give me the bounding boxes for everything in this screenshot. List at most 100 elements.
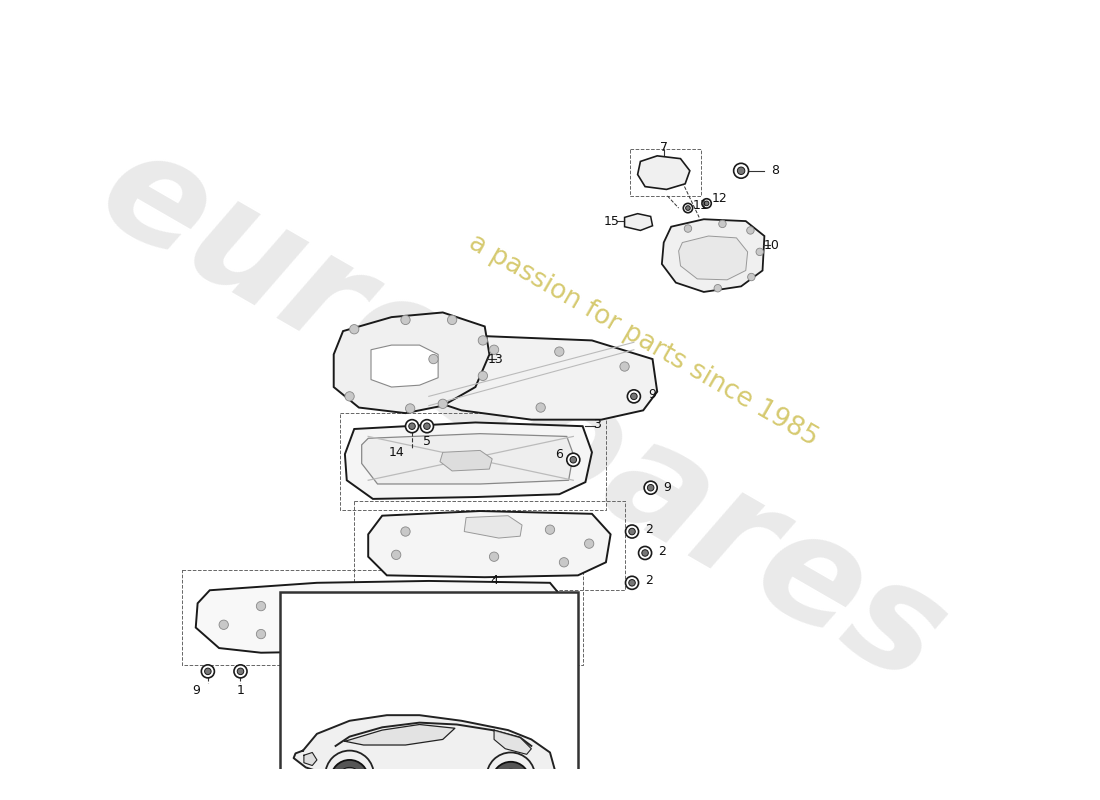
Circle shape — [629, 528, 636, 534]
Circle shape — [478, 336, 487, 345]
Text: 9: 9 — [663, 482, 671, 494]
Polygon shape — [679, 236, 748, 280]
Text: 3: 3 — [593, 418, 601, 431]
Polygon shape — [362, 434, 573, 484]
Text: eurospares: eurospares — [75, 115, 969, 715]
Circle shape — [756, 248, 763, 255]
Circle shape — [201, 665, 214, 678]
Circle shape — [737, 167, 745, 174]
Circle shape — [478, 371, 487, 381]
Polygon shape — [638, 156, 690, 190]
Polygon shape — [294, 627, 335, 641]
Circle shape — [630, 393, 637, 400]
Circle shape — [406, 598, 415, 608]
Text: 2: 2 — [645, 574, 652, 587]
Text: 9: 9 — [649, 388, 657, 401]
Polygon shape — [406, 336, 657, 420]
Circle shape — [331, 760, 368, 798]
Circle shape — [648, 485, 653, 491]
Circle shape — [205, 668, 211, 674]
Circle shape — [238, 668, 244, 674]
Circle shape — [704, 201, 708, 206]
Text: 2: 2 — [658, 545, 666, 558]
Bar — [279, 592, 578, 783]
Circle shape — [536, 403, 546, 412]
Circle shape — [566, 454, 580, 466]
Polygon shape — [333, 313, 490, 413]
Polygon shape — [440, 450, 492, 471]
Circle shape — [492, 762, 529, 799]
Circle shape — [718, 220, 726, 228]
Polygon shape — [196, 581, 569, 653]
Circle shape — [499, 770, 522, 792]
Circle shape — [339, 767, 361, 790]
Circle shape — [400, 315, 410, 325]
Text: a passion for parts since 1985: a passion for parts since 1985 — [464, 230, 823, 451]
Text: 7: 7 — [660, 141, 668, 154]
Text: 9: 9 — [191, 683, 200, 697]
Circle shape — [234, 665, 248, 678]
Circle shape — [336, 598, 345, 608]
Circle shape — [433, 634, 443, 643]
Circle shape — [490, 601, 498, 610]
Text: 6: 6 — [556, 448, 563, 461]
Text: 12: 12 — [712, 192, 727, 206]
Circle shape — [627, 390, 640, 403]
Text: 5: 5 — [422, 434, 431, 448]
Polygon shape — [662, 219, 764, 292]
Circle shape — [429, 354, 438, 364]
Circle shape — [256, 602, 266, 610]
Polygon shape — [368, 511, 610, 578]
Circle shape — [409, 423, 416, 430]
Circle shape — [392, 550, 400, 559]
Circle shape — [714, 285, 722, 292]
Polygon shape — [371, 345, 438, 387]
Polygon shape — [345, 422, 592, 499]
Polygon shape — [464, 516, 522, 538]
Circle shape — [490, 552, 498, 562]
Circle shape — [513, 632, 522, 642]
Circle shape — [629, 579, 636, 586]
Circle shape — [645, 481, 657, 494]
Text: 13: 13 — [488, 353, 504, 366]
Circle shape — [340, 634, 350, 643]
Circle shape — [420, 420, 433, 433]
Circle shape — [626, 525, 639, 538]
Polygon shape — [304, 753, 317, 766]
Circle shape — [734, 163, 749, 178]
Circle shape — [626, 576, 639, 590]
Circle shape — [546, 525, 554, 534]
Circle shape — [559, 558, 569, 567]
Circle shape — [570, 457, 576, 463]
Polygon shape — [362, 626, 466, 648]
Circle shape — [438, 399, 448, 409]
Circle shape — [748, 274, 755, 281]
Circle shape — [406, 420, 418, 433]
Circle shape — [702, 198, 712, 208]
Circle shape — [345, 392, 354, 401]
Polygon shape — [345, 725, 455, 745]
Circle shape — [256, 630, 266, 638]
Circle shape — [490, 345, 498, 354]
Circle shape — [400, 527, 410, 536]
Text: 2: 2 — [645, 523, 652, 536]
Circle shape — [685, 206, 691, 210]
Circle shape — [641, 550, 648, 556]
Circle shape — [424, 423, 430, 430]
Circle shape — [684, 225, 692, 232]
Text: 11: 11 — [693, 198, 708, 212]
Circle shape — [584, 539, 594, 548]
Circle shape — [620, 362, 629, 371]
Polygon shape — [625, 214, 652, 230]
Circle shape — [683, 203, 693, 213]
Circle shape — [406, 404, 415, 413]
Text: 4: 4 — [491, 574, 498, 587]
Circle shape — [350, 325, 359, 334]
Polygon shape — [294, 715, 554, 790]
Text: 8: 8 — [771, 164, 780, 178]
Circle shape — [639, 546, 651, 559]
Circle shape — [471, 522, 480, 531]
Circle shape — [541, 615, 550, 625]
Text: 1: 1 — [236, 683, 244, 697]
Text: 14: 14 — [388, 446, 404, 458]
